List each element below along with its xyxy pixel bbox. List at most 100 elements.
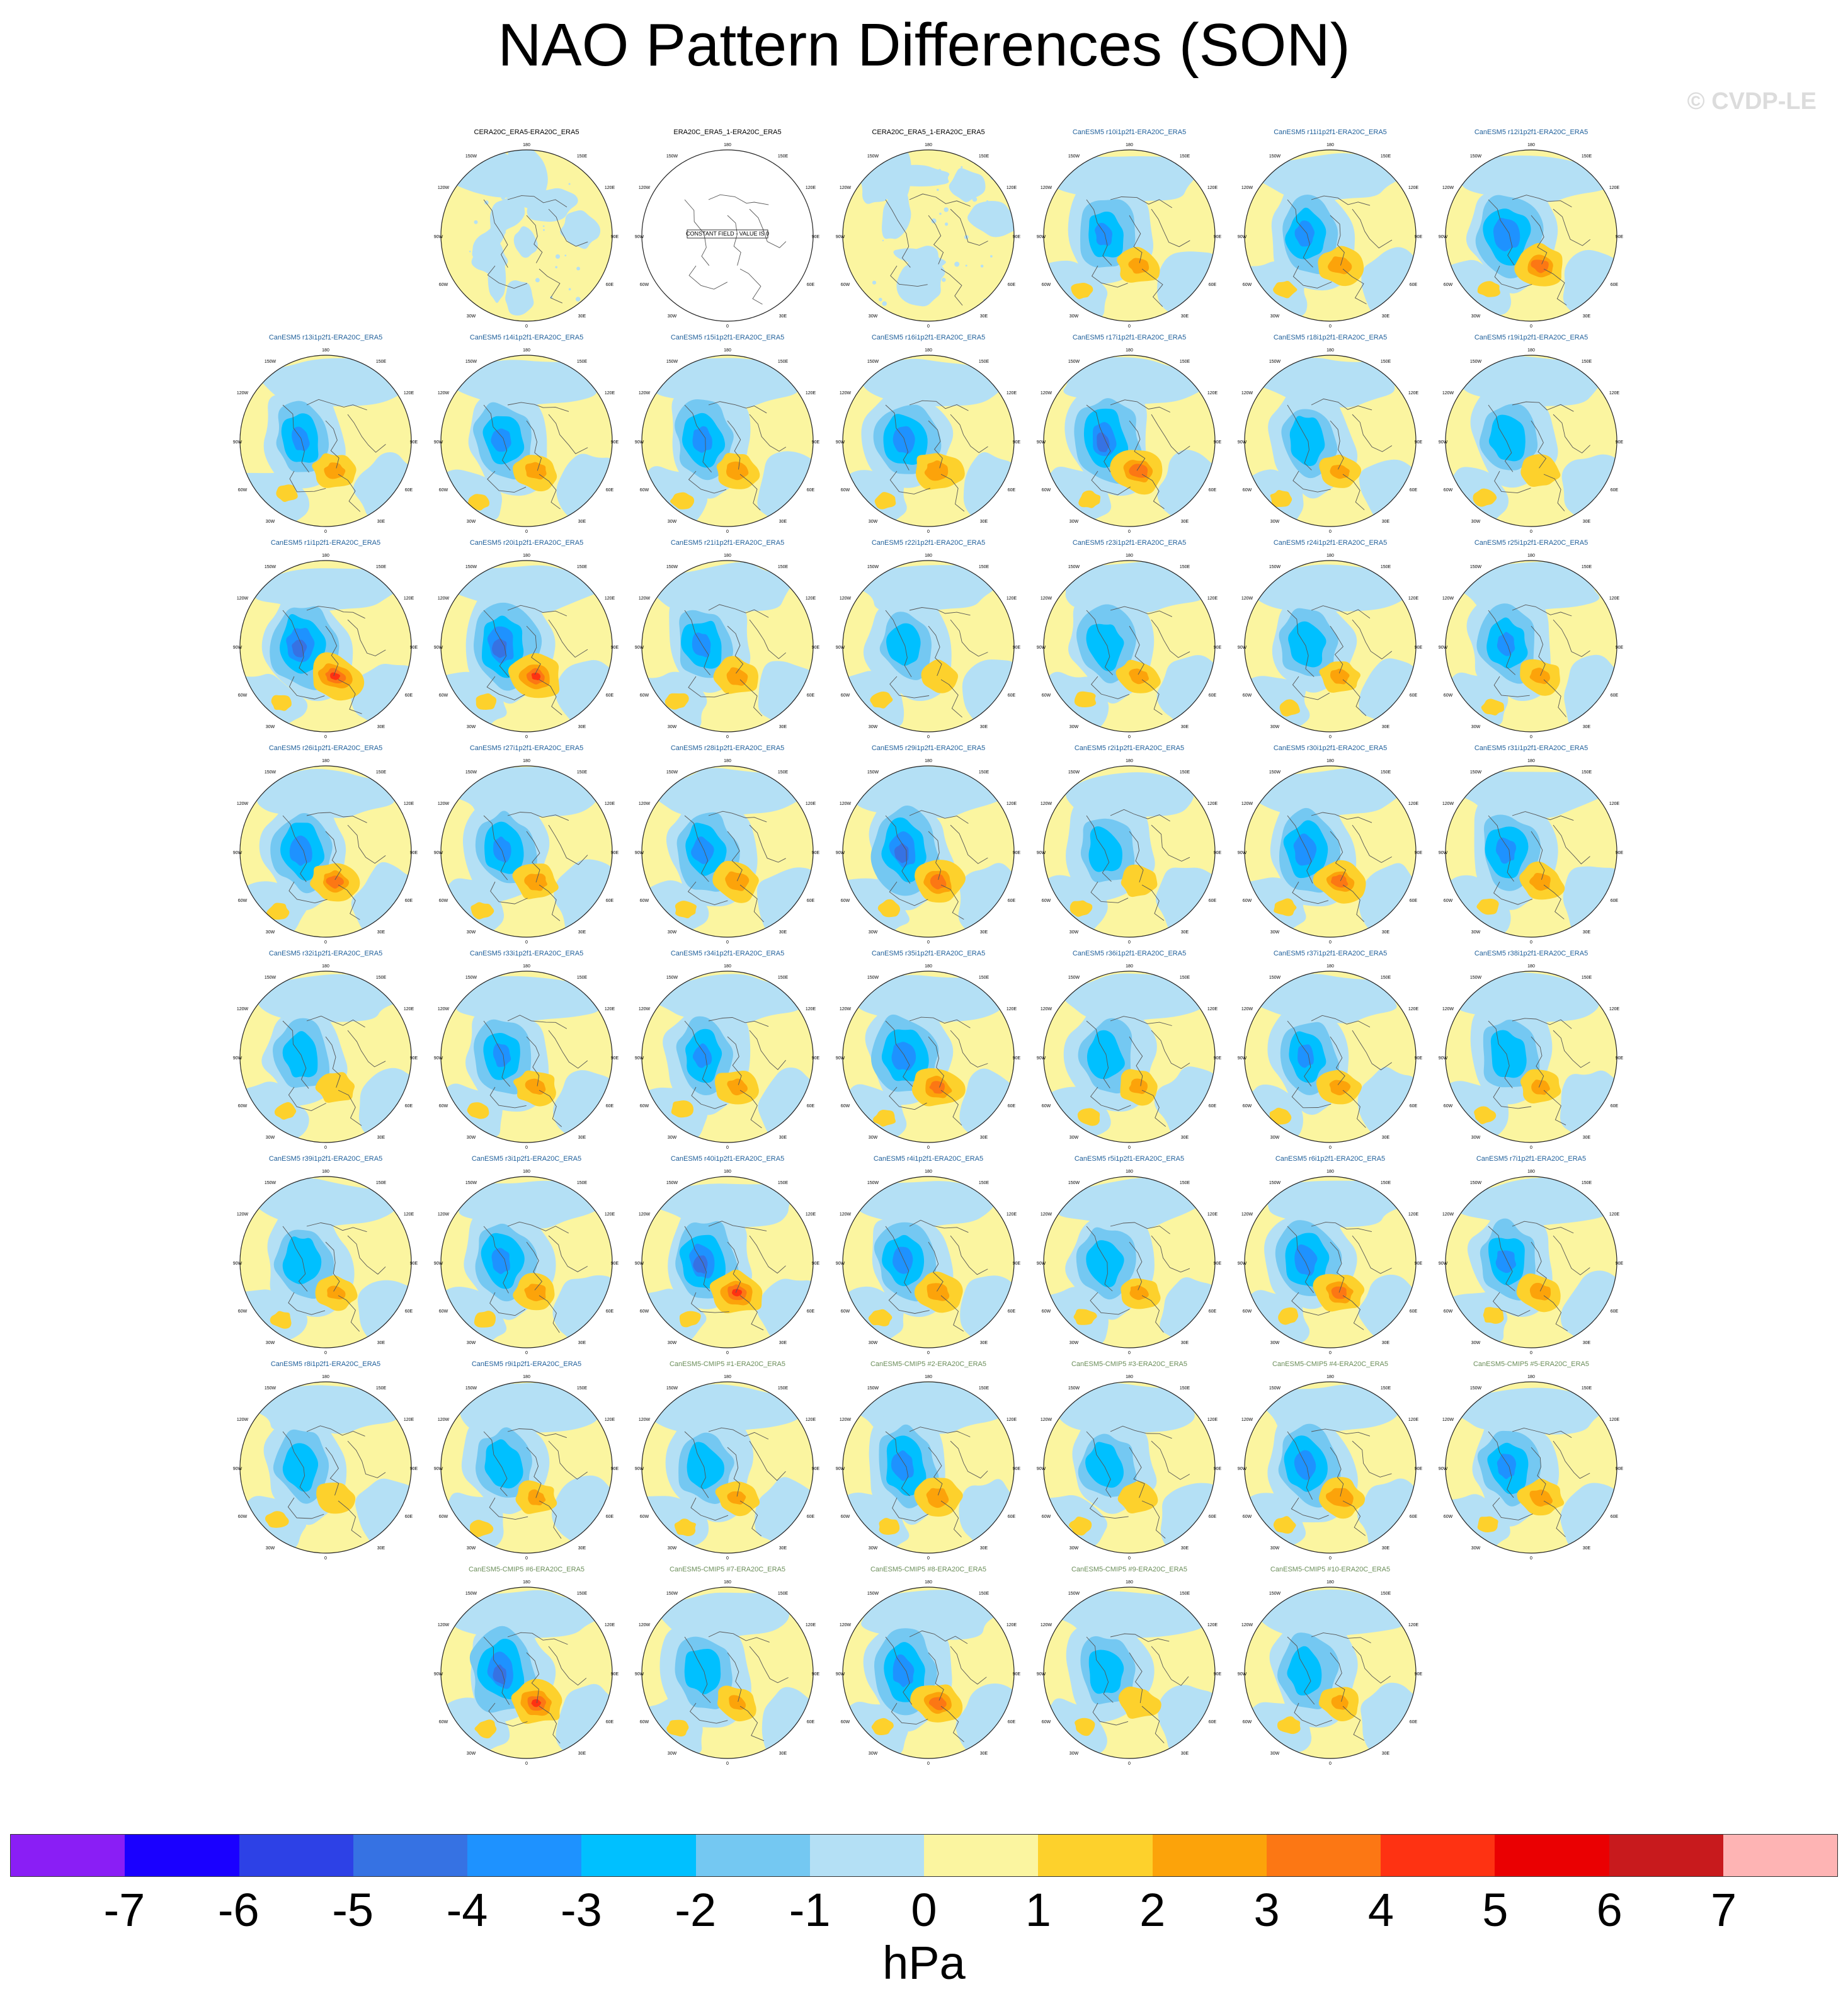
longitude-label: 60W bbox=[640, 1309, 649, 1314]
longitude-label: 90E bbox=[1214, 1056, 1222, 1061]
longitude-label: 30W bbox=[467, 1546, 476, 1551]
longitude-label: 150W bbox=[867, 360, 879, 364]
polar-map: 180 150W 150E 120W 120E 90W 90E 60W 60E 30W 30E 0 bbox=[635, 554, 820, 739]
panel-title: CanESM5 r13i1p2f1-ERA20C_ERA5 bbox=[268, 334, 383, 341]
longitude-label: 150W bbox=[265, 565, 277, 569]
colorbar-tick-label: -3 bbox=[560, 1884, 602, 1936]
longitude-label: 30E bbox=[1181, 1136, 1189, 1140]
longitude-label: 150W bbox=[265, 1386, 277, 1391]
longitude-label: 30W bbox=[1471, 1136, 1481, 1140]
map-panel: CanESM5 r7i1p2f1-ERA20C_ERA5 180 150W 150E 1… bbox=[1437, 1155, 1626, 1363]
colorbar-tick-label: 4 bbox=[1367, 1884, 1395, 1936]
longitude-label: 60W bbox=[1444, 1309, 1453, 1314]
longitude-label: 120W bbox=[438, 1623, 450, 1627]
panel-title: CanESM5 r31i1p2f1-ERA20C_ERA5 bbox=[1474, 744, 1588, 752]
longitude-label: 150E bbox=[376, 976, 387, 980]
polar-map: 180 150W 150E 120W 120E 90W 90E 60W 60E 30W 30E 0 bbox=[233, 348, 418, 534]
panel-title: CanESM5 r9i1p2f1-ERA20C_ERA5 bbox=[471, 1360, 582, 1368]
longitude-label: 60W bbox=[841, 1515, 850, 1519]
longitude-label: 150W bbox=[465, 565, 477, 569]
longitude-label: 180 bbox=[1527, 1375, 1535, 1379]
longitude-label: 90W bbox=[434, 440, 443, 445]
longitude-label: 90W bbox=[1238, 646, 1247, 650]
longitude-label: 90E bbox=[1616, 851, 1624, 855]
longitude-label: 90W bbox=[1439, 646, 1448, 650]
longitude-label: 90E bbox=[1214, 851, 1222, 855]
longitude-label: 120E bbox=[605, 1007, 615, 1011]
polar-map: 180 150W 150E 120W 120E 90W 90E 60W 60E 30W 30E 0 bbox=[434, 348, 619, 534]
polar-map: 180 150W 150E 120W 120E 90W 90E 60W 60E 30W 30E 0 bbox=[434, 964, 619, 1150]
longitude-label: 180 bbox=[1126, 1170, 1133, 1174]
panel-title: CanESM5 r11i1p2f1-ERA20C_ERA5 bbox=[1274, 128, 1387, 136]
longitude-label: 30E bbox=[377, 930, 385, 935]
longitude-label: 120W bbox=[237, 596, 249, 601]
longitude-label: 150E bbox=[979, 1386, 990, 1391]
longitude-label: 150W bbox=[465, 1386, 477, 1391]
longitude-label: 150W bbox=[1470, 1181, 1482, 1185]
panel-title: CanESM5-CMIP5 #8-ERA20C_ERA5 bbox=[870, 1566, 987, 1573]
longitude-label: 0 bbox=[927, 1556, 930, 1561]
longitude-label: 0 bbox=[1329, 1351, 1332, 1355]
longitude-label: 180 bbox=[523, 759, 530, 763]
longitude-label: 120E bbox=[605, 1418, 615, 1422]
longitude-label: 120E bbox=[1007, 391, 1017, 396]
longitude-label: 60E bbox=[807, 899, 815, 903]
longitude-label: 60E bbox=[1008, 1104, 1016, 1108]
longitude-label: 120W bbox=[639, 802, 651, 806]
colorbar-tick-label: -6 bbox=[217, 1884, 260, 1936]
longitude-label: 30W bbox=[1471, 314, 1481, 319]
panel-title: CanESM5 r39i1p2f1-ERA20C_ERA5 bbox=[268, 1155, 383, 1163]
polar-map: 180 150W 150E 120W 120E 90W 90E 60W 60E 30W 30E 0 bbox=[836, 759, 1021, 945]
longitude-label: 60W bbox=[841, 693, 850, 698]
longitude-label: 150E bbox=[778, 1181, 789, 1185]
longitude-label: 120W bbox=[1241, 186, 1253, 190]
longitude-label: 150W bbox=[1068, 154, 1080, 159]
polar-map: 180 150W 150E 120W 120E 90W 90E 60W 60E 30W 30E 0 bbox=[434, 1170, 619, 1355]
longitude-label: 120W bbox=[1041, 1623, 1052, 1627]
longitude-label: 60E bbox=[1209, 693, 1217, 698]
panel-title: CanESM5 r36i1p2f1-ERA20C_ERA5 bbox=[1072, 950, 1187, 957]
longitude-label: 30W bbox=[668, 520, 677, 524]
longitude-label: 180 bbox=[925, 1375, 932, 1379]
longitude-label: 120E bbox=[1408, 802, 1419, 806]
longitude-label: 120W bbox=[639, 1418, 651, 1422]
longitude-label: 120W bbox=[438, 186, 450, 190]
longitude-label: 90W bbox=[1439, 1262, 1448, 1266]
longitude-label: 30E bbox=[1382, 725, 1390, 729]
longitude-label: 150E bbox=[778, 976, 789, 980]
longitude-label: 180 bbox=[1326, 759, 1334, 763]
panel-title: CanESM5 r14i1p2f1-ERA20C_ERA5 bbox=[469, 334, 584, 341]
longitude-label: 120E bbox=[404, 1212, 414, 1217]
panel-title: CanESM5-CMIP5 #5-ERA20C_ERA5 bbox=[1473, 1360, 1590, 1368]
longitude-label: 180 bbox=[1326, 1170, 1334, 1174]
longitude-label: 90E bbox=[1415, 1672, 1423, 1677]
polar-map: CONSTANT FIELD - VALUE IS 0 180 150W 150E 12… bbox=[635, 143, 820, 329]
polar-map: 180 150W 150E 120W 120E 90W 90E 60W 60E 30W 30E 0 bbox=[434, 1580, 619, 1766]
longitude-label: 150W bbox=[265, 360, 277, 364]
colorbar-tick-label: 3 bbox=[1253, 1884, 1280, 1936]
map-panel: CanESM5 r8i1p2f1-ERA20C_ERA5 180 150W 150E 1… bbox=[231, 1360, 420, 1568]
panel-title: CanESM5 r3i1p2f1-ERA20C_ERA5 bbox=[471, 1155, 582, 1163]
panel-grid: CERA20C_ERA5-ERA20C_ERA5 180 150W 150E 120W 1… bbox=[231, 128, 1626, 1766]
longitude-label: 30E bbox=[779, 1341, 787, 1345]
longitude-label: 90E bbox=[1214, 1262, 1222, 1266]
longitude-label: 60E bbox=[1611, 693, 1619, 698]
polar-map: 180 150W 150E 120W 120E 90W 90E 60W 60E 30W 30E 0 bbox=[1238, 348, 1423, 534]
longitude-label: 120E bbox=[1007, 1623, 1017, 1627]
longitude-label: 30E bbox=[980, 1136, 988, 1140]
longitude-label: 150W bbox=[867, 565, 879, 569]
longitude-label: 60E bbox=[1611, 1104, 1619, 1108]
longitude-label: 150W bbox=[666, 360, 678, 364]
longitude-label: 120W bbox=[1041, 1212, 1052, 1217]
longitude-label: 120W bbox=[1241, 1623, 1253, 1627]
longitude-label: 90W bbox=[1037, 440, 1046, 445]
longitude-label: 180 bbox=[1126, 759, 1133, 763]
polar-map: 180 150W 150E 120W 120E 90W 90E 60W 60E 30W 30E 0 bbox=[1439, 964, 1624, 1150]
longitude-label: 120W bbox=[438, 1418, 450, 1422]
panel-title: CanESM5 r5i1p2f1-ERA20C_ERA5 bbox=[1074, 1155, 1185, 1163]
longitude-label: 0 bbox=[1530, 940, 1532, 945]
polar-map: 180 150W 150E 120W 120E 90W 90E 60W 60E 30W 30E 0 bbox=[233, 1375, 418, 1561]
longitude-label: 60E bbox=[807, 1104, 815, 1108]
colorbar-tick-label: -4 bbox=[446, 1884, 488, 1936]
longitude-label: 30W bbox=[1270, 1136, 1280, 1140]
